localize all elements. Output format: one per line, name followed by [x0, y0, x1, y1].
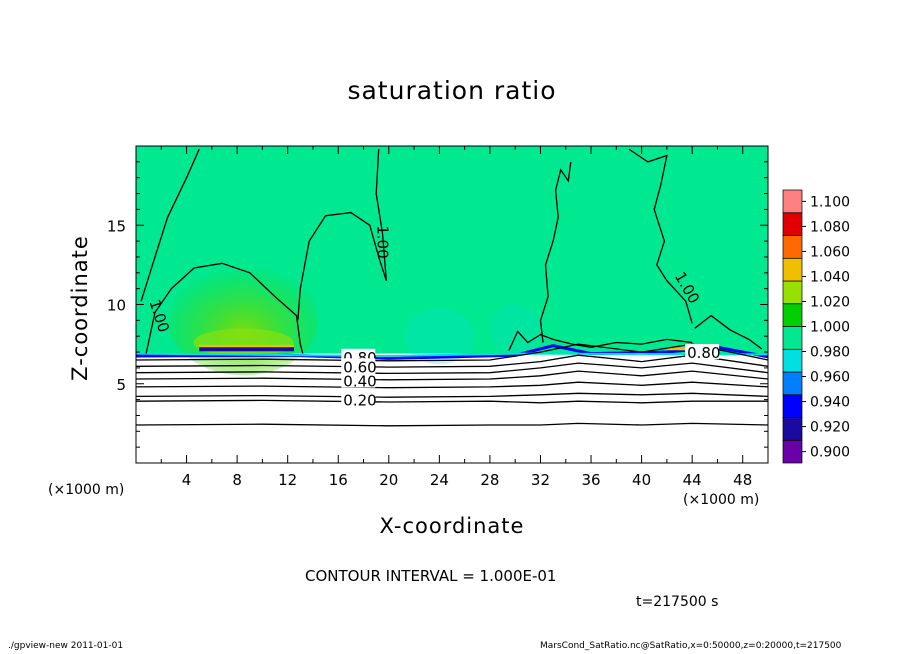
- y-axis-label: Z-coordinate: [68, 235, 92, 381]
- contour-line: [135, 370, 769, 381]
- colorbar: 0.900 0.920 0.940 0.960 0.980 1.000 1.020 1.040…: [782, 189, 850, 464]
- colorbar-swatch: [782, 280, 803, 305]
- y-tick-label: 15: [107, 217, 126, 235]
- contour-line: [145, 262, 304, 354]
- contour-line: [539, 161, 572, 343]
- x-tick-label: 8: [232, 471, 242, 489]
- colorbar-swatch: [782, 257, 803, 282]
- contour-line: [140, 148, 200, 302]
- contour-line: [628, 148, 693, 324]
- contour-label-bg: [685, 344, 720, 360]
- x-tick-label: 40: [632, 471, 651, 489]
- colorbar-label: 0.900: [810, 445, 850, 461]
- heatmap-field: [135, 146, 769, 463]
- contour-label: 0.80: [687, 344, 720, 362]
- x-tick-label: 48: [733, 471, 752, 489]
- time-label: t=217500 s: [636, 594, 719, 610]
- contour-label: 0.20: [343, 392, 376, 410]
- colorbar-label: 1.040: [810, 269, 850, 285]
- colorbar-swatch: [782, 189, 803, 214]
- colorbar-label: 0.940: [810, 395, 850, 411]
- contour-label-bg: [341, 358, 376, 374]
- colorbar-label: 0.920: [810, 420, 850, 436]
- x-tick-label: 12: [278, 471, 297, 489]
- x-tick-label: 32: [531, 471, 550, 489]
- field-boundary-band: [135, 352, 769, 358]
- colorbar-swatch: [782, 212, 803, 236]
- colorbar-label: 1.080: [810, 219, 850, 235]
- contour-line: [297, 149, 387, 321]
- x-tick-label: 44: [683, 471, 702, 489]
- contour-line: [508, 330, 693, 351]
- colorbar-swatch: [782, 439, 803, 464]
- contour-label: 0.40: [343, 373, 376, 391]
- contour-interval-label: CONTOUR INTERVAL = 1.000E-01: [305, 567, 557, 585]
- field-dry-region: [404, 308, 475, 365]
- colorbar-label: 1.060: [810, 244, 850, 260]
- footer-left: ./gpview-new 2011-01-01: [8, 641, 124, 651]
- contour-line: [694, 314, 763, 350]
- contour-lines: 1.001.001.000.80 0.800.600.400.20: [135, 148, 769, 427]
- y-tick-label: 10: [107, 297, 126, 315]
- colorbar-swatch: [782, 235, 803, 259]
- colorbar-swatch: [782, 394, 803, 418]
- contour-line: [135, 392, 769, 398]
- contour-line: [135, 362, 769, 375]
- colorbar-swatch: [782, 417, 803, 441]
- chart-title: saturation ratio: [347, 76, 557, 105]
- x-tick-label: 4: [182, 471, 192, 489]
- colorbar-label: 0.960: [810, 370, 850, 386]
- colorbar-swatch: [782, 348, 803, 373]
- x-tick-label: 16: [329, 471, 348, 489]
- x-tick-label: 36: [581, 471, 600, 489]
- contour-line: [135, 422, 769, 427]
- contour-label-bg: [341, 372, 376, 388]
- y-tick-label: 5: [116, 376, 126, 394]
- footer-right: MarsCond_SatRatio.nc@SatRatio,x=0:50000,…: [540, 641, 842, 651]
- field-supersaturated-core: [193, 328, 294, 357]
- colorbar-label: 1.020: [810, 294, 850, 310]
- contour-label-bg: [341, 391, 376, 407]
- contour-line: [135, 399, 768, 404]
- field-high-patch: [199, 344, 294, 347]
- x-tick-label: 28: [480, 471, 499, 489]
- x-tick-label: 24: [430, 471, 449, 489]
- colorbar-swatch: [782, 303, 803, 327]
- colorbar-label: 0.980: [810, 345, 850, 361]
- contour-line: [135, 354, 769, 368]
- x-tick-label: 20: [379, 471, 398, 489]
- x-unit-right: (×1000 m): [683, 492, 760, 508]
- x-unit-left: (×1000 m): [48, 482, 125, 498]
- field-high-patch: [666, 347, 686, 351]
- contour-line: [135, 381, 769, 389]
- colorbar-label: 1.100: [810, 194, 850, 210]
- contour-label: 1.00: [374, 225, 392, 258]
- contour-line: [135, 343, 769, 362]
- contour-label: 0.60: [343, 358, 376, 376]
- field-dry-region: [490, 304, 541, 353]
- colorbar-swatch: [782, 371, 803, 396]
- colorbar-label: 1.000: [810, 320, 850, 336]
- x-axis-label: X-coordinate: [379, 514, 525, 538]
- field-low-patch: [199, 347, 294, 352]
- colorbar-swatch: [782, 326, 803, 350]
